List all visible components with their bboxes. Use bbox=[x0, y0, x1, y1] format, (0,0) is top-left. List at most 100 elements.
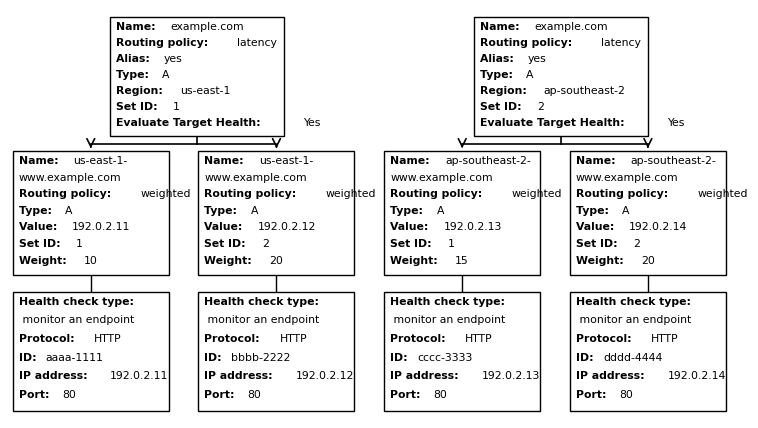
Text: Weight:: Weight: bbox=[19, 256, 70, 266]
Text: Health check type:: Health check type: bbox=[19, 297, 137, 307]
Text: HTTP: HTTP bbox=[280, 334, 307, 344]
Text: A: A bbox=[526, 70, 534, 80]
Text: Health check type:: Health check type: bbox=[205, 297, 323, 307]
Text: latency: latency bbox=[237, 38, 277, 48]
Text: 192.0.2.12: 192.0.2.12 bbox=[296, 372, 354, 381]
Text: 1: 1 bbox=[447, 239, 454, 249]
Text: yes: yes bbox=[163, 54, 182, 64]
Text: monitor an endpoint: monitor an endpoint bbox=[390, 315, 506, 325]
Text: Routing policy:: Routing policy: bbox=[19, 189, 114, 199]
Text: 192.0.2.12: 192.0.2.12 bbox=[258, 223, 316, 232]
Text: Type:: Type: bbox=[480, 70, 516, 80]
Text: latency: latency bbox=[601, 38, 641, 48]
Text: Type:: Type: bbox=[116, 70, 152, 80]
Text: Routing policy:: Routing policy: bbox=[480, 38, 575, 48]
Text: IP address:: IP address: bbox=[205, 372, 277, 381]
Text: 192.0.2.14: 192.0.2.14 bbox=[629, 223, 688, 232]
Text: 2: 2 bbox=[537, 102, 544, 112]
Text: Yes: Yes bbox=[667, 118, 684, 128]
Text: weighted: weighted bbox=[326, 189, 376, 199]
Text: Region:: Region: bbox=[116, 86, 166, 96]
Text: Type:: Type: bbox=[576, 206, 612, 216]
Text: ID:: ID: bbox=[390, 353, 412, 363]
Text: aaaa-1111: aaaa-1111 bbox=[45, 353, 104, 363]
Text: Alias:: Alias: bbox=[480, 54, 517, 64]
Text: Weight:: Weight: bbox=[576, 256, 628, 266]
Text: Port:: Port: bbox=[576, 390, 610, 400]
Text: 15: 15 bbox=[456, 256, 469, 266]
Text: Routing policy:: Routing policy: bbox=[576, 189, 672, 199]
Text: Set ID:: Set ID: bbox=[19, 239, 64, 249]
Text: Region:: Region: bbox=[480, 86, 531, 96]
Text: Name:: Name: bbox=[480, 22, 523, 32]
Text: Yes: Yes bbox=[303, 118, 321, 128]
Text: Set ID:: Set ID: bbox=[480, 102, 525, 112]
Text: IP address:: IP address: bbox=[19, 372, 91, 381]
Text: www.example.com: www.example.com bbox=[205, 173, 307, 183]
Text: Set ID:: Set ID: bbox=[116, 102, 161, 112]
Text: Weight:: Weight: bbox=[390, 256, 442, 266]
Text: Health check type:: Health check type: bbox=[390, 297, 509, 307]
Text: yes: yes bbox=[528, 54, 546, 64]
Text: 80: 80 bbox=[62, 390, 76, 400]
Text: 20: 20 bbox=[641, 256, 655, 266]
Text: Port:: Port: bbox=[19, 390, 53, 400]
Text: 10: 10 bbox=[84, 256, 98, 266]
Text: A: A bbox=[65, 206, 73, 216]
Text: Port:: Port: bbox=[390, 390, 424, 400]
Text: www.example.com: www.example.com bbox=[390, 173, 493, 183]
Bar bbox=[570, 151, 726, 275]
Text: www.example.com: www.example.com bbox=[19, 173, 121, 183]
Text: 192.0.2.13: 192.0.2.13 bbox=[481, 372, 540, 381]
Text: Name:: Name: bbox=[19, 156, 62, 166]
Text: Value:: Value: bbox=[390, 223, 432, 232]
Text: Alias:: Alias: bbox=[116, 54, 153, 64]
Text: 80: 80 bbox=[248, 390, 262, 400]
Text: us-east-1: us-east-1 bbox=[180, 86, 230, 96]
Bar bbox=[13, 151, 169, 275]
Text: Set ID:: Set ID: bbox=[576, 239, 622, 249]
Text: Name:: Name: bbox=[205, 156, 248, 166]
Text: weighted: weighted bbox=[140, 189, 190, 199]
Text: Protocol:: Protocol: bbox=[205, 334, 264, 344]
Text: 80: 80 bbox=[619, 390, 633, 400]
Text: 1: 1 bbox=[173, 102, 180, 112]
Text: Name:: Name: bbox=[390, 156, 434, 166]
Text: weighted: weighted bbox=[512, 189, 562, 199]
Text: www.example.com: www.example.com bbox=[576, 173, 678, 183]
Text: Set ID:: Set ID: bbox=[205, 239, 250, 249]
Text: example.com: example.com bbox=[534, 22, 608, 32]
Text: ID:: ID: bbox=[19, 353, 40, 363]
Bar bbox=[110, 17, 284, 137]
Text: 192.0.2.13: 192.0.2.13 bbox=[443, 223, 502, 232]
Bar bbox=[13, 291, 169, 411]
Text: ID:: ID: bbox=[205, 353, 226, 363]
Text: 20: 20 bbox=[270, 256, 283, 266]
Text: A: A bbox=[437, 206, 444, 216]
Text: ID:: ID: bbox=[576, 353, 597, 363]
Text: Port:: Port: bbox=[205, 390, 239, 400]
Text: Protocol:: Protocol: bbox=[576, 334, 635, 344]
Bar bbox=[474, 17, 648, 137]
Text: 192.0.2.11: 192.0.2.11 bbox=[110, 372, 168, 381]
Text: Name:: Name: bbox=[576, 156, 619, 166]
Bar bbox=[570, 291, 726, 411]
Text: cccc-3333: cccc-3333 bbox=[417, 353, 472, 363]
Text: Value:: Value: bbox=[205, 223, 246, 232]
Text: IP address:: IP address: bbox=[576, 372, 648, 381]
Text: 1: 1 bbox=[76, 239, 83, 249]
Text: 2: 2 bbox=[633, 239, 640, 249]
Text: monitor an endpoint: monitor an endpoint bbox=[19, 315, 134, 325]
Text: HTTP: HTTP bbox=[651, 334, 678, 344]
Text: IP address:: IP address: bbox=[390, 372, 462, 381]
Text: ap-southeast-2-: ap-southeast-2- bbox=[631, 156, 716, 166]
Text: dddd-4444: dddd-4444 bbox=[603, 353, 662, 363]
Text: Value:: Value: bbox=[576, 223, 618, 232]
Text: Type:: Type: bbox=[19, 206, 55, 216]
Bar bbox=[199, 291, 355, 411]
Text: us-east-1-: us-east-1- bbox=[74, 156, 128, 166]
Text: Weight:: Weight: bbox=[205, 256, 256, 266]
Bar bbox=[199, 151, 355, 275]
Text: monitor an endpoint: monitor an endpoint bbox=[576, 315, 691, 325]
Text: Value:: Value: bbox=[19, 223, 61, 232]
